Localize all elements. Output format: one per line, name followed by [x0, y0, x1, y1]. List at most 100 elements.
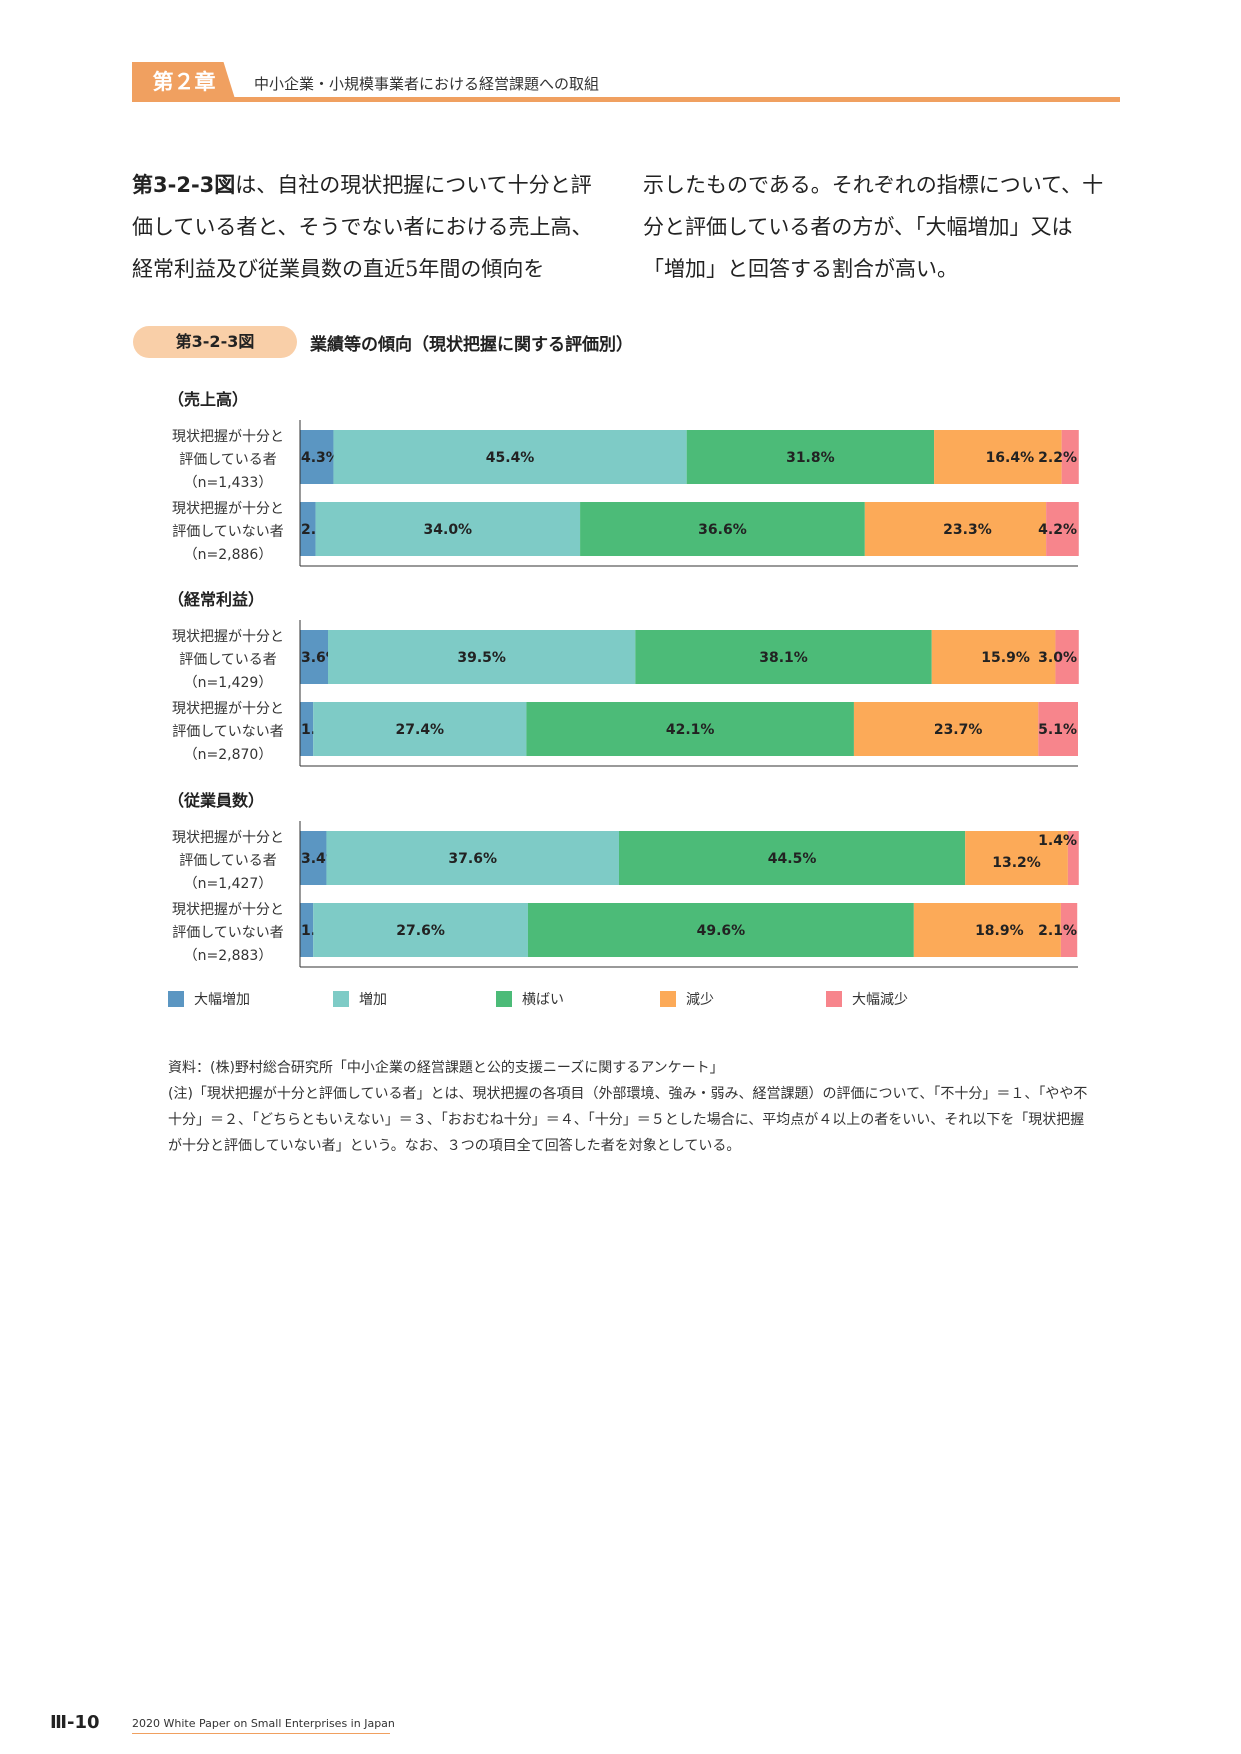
- bar-segment-decrease: [931, 630, 1056, 684]
- bar-segment-large-decrease: [1046, 502, 1079, 556]
- figure-reference: 第3-2-3図: [132, 173, 236, 197]
- data-label: 4.3%: [301, 450, 340, 466]
- legend-item-increase: 増加: [333, 989, 387, 1009]
- header-rule: [132, 97, 1120, 102]
- bar-segment-large-decrease: [1055, 630, 1079, 684]
- bar-segment-large-increase: [300, 903, 314, 957]
- figure-notes: 資料：(株)野村総合研究所「中小企業の経営課題と公的支援ニーズに関するアンケート…: [168, 1055, 1088, 1159]
- bar-segment-large-increase: [300, 702, 314, 756]
- bar-segment-increase: [333, 430, 687, 484]
- legend-item-large-decrease: 大幅減少: [826, 989, 908, 1009]
- data-label: 1.4%: [1038, 833, 1077, 849]
- bar-segment-flat: [526, 702, 854, 756]
- row-label-line: （n=2,870）: [183, 747, 273, 763]
- bar-segment-decrease: [965, 831, 1068, 885]
- legend-item-decrease: 減少: [660, 989, 714, 1009]
- row-label: 現状把握が十分と 評価している者 （n=1,433）: [163, 426, 293, 495]
- row-label-line: （n=1,433）: [183, 475, 273, 491]
- row-label-line: 現状把握が十分と: [172, 629, 284, 645]
- bar-segment-large-increase: [300, 430, 334, 484]
- data-label: 18.9%: [975, 923, 1024, 939]
- bar-segment-increase: [315, 502, 581, 556]
- row-label: 現状把握が十分と 評価していない者 （n=2,883）: [163, 899, 293, 968]
- data-label: 23.7%: [934, 722, 983, 738]
- legend-label: 増加: [359, 992, 387, 1008]
- bar-segment-large-decrease: [1061, 430, 1079, 484]
- legend-label: 減少: [686, 992, 714, 1008]
- bar-segment-large-increase: [300, 630, 329, 684]
- bar-segment-increase: [328, 630, 636, 684]
- body-text-left-content: は、自社の現状把握について十分と評価している者と、そうでない者における売上高、経…: [132, 173, 593, 281]
- row-label-line: 現状把握が十分と: [172, 501, 284, 517]
- definition-note: (注)「現状把握が十分と評価している者」とは、現状把握の各項目（外部環境、強み・…: [168, 1086, 1088, 1154]
- bar-segment-flat: [580, 502, 865, 556]
- bar-segment-decrease: [934, 430, 1062, 484]
- row-label-line: （n=1,427）: [183, 876, 273, 892]
- data-label: 34.0%: [424, 522, 473, 538]
- bar-segment-flat: [618, 831, 966, 885]
- data-label: 3.0%: [1038, 650, 1077, 666]
- legend-swatch: [496, 991, 512, 1007]
- section-title: （経常利益）: [168, 590, 265, 609]
- row-label-line: （n=2,883）: [183, 948, 273, 964]
- row-label-line: 現状把握が十分と: [172, 701, 284, 717]
- body-text-right: 示したものである。それぞれの指標について、十分と評価している者の方が、「大幅増加…: [643, 164, 1113, 290]
- data-label: 37.6%: [448, 851, 497, 867]
- row-label-line: 評価している者: [179, 853, 277, 869]
- bar-segment-large-decrease: [1038, 702, 1078, 756]
- data-label: 23.3%: [943, 522, 992, 538]
- body-text-left: 第3-2-3図は、自社の現状把握について十分と評価している者と、そうでない者にお…: [132, 164, 602, 290]
- section-title: （従業員数）: [168, 791, 265, 810]
- legend-swatch: [660, 991, 676, 1007]
- row-label-line: （n=2,886）: [183, 547, 273, 563]
- bar-segment-increase: [313, 903, 528, 957]
- stacked-bar-chart: 4.3%45.4%31.8%16.4%2.2%2.0%34.0%36.6%23.…: [299, 420, 1079, 968]
- data-label: 31.8%: [786, 450, 835, 466]
- data-label: 16.4%: [986, 450, 1035, 466]
- bar-segment-large-decrease: [1060, 903, 1078, 957]
- data-label: 4.2%: [1038, 522, 1077, 538]
- data-label: 42.1%: [666, 722, 715, 738]
- bar-segment-decrease: [913, 903, 1061, 957]
- data-label: 2.1%: [1038, 923, 1077, 939]
- footer-publication: 2020 White Paper on Small Enterprises in…: [132, 1717, 395, 1730]
- row-label: 現状把握が十分と 評価している者 （n=1,429）: [163, 626, 293, 695]
- bar-segment-flat: [686, 430, 935, 484]
- page-number: Ⅲ-10: [50, 1712, 100, 1733]
- chapter-tab: 第２章: [132, 62, 236, 102]
- bar-segment-increase: [326, 831, 619, 885]
- row-label-line: 評価している者: [179, 452, 277, 468]
- data-label: 27.4%: [396, 722, 445, 738]
- section-title: （売上高）: [168, 390, 249, 409]
- figure-title: 業績等の傾向（現状把握に関する評価別）: [310, 335, 633, 355]
- data-label: 38.1%: [759, 650, 808, 666]
- row-label-line: 現状把握が十分と: [172, 902, 284, 918]
- bar-segment-flat: [635, 630, 932, 684]
- row-label-line: 現状把握が十分と: [172, 830, 284, 846]
- bar-segment-decrease: [853, 702, 1039, 756]
- data-label: 49.6%: [697, 923, 746, 939]
- row-label: 現状把握が十分と 評価していない者 （n=2,886）: [163, 498, 293, 567]
- row-label-line: 評価していない者: [172, 524, 284, 540]
- data-label: 15.9%: [981, 650, 1030, 666]
- legend-swatch: [826, 991, 842, 1007]
- row-label-line: 評価していない者: [172, 925, 284, 941]
- row-label: 現状把握が十分と 評価している者 （n=1,427）: [163, 827, 293, 896]
- data-label: 5.1%: [1038, 722, 1077, 738]
- row-label-line: 評価していない者: [172, 724, 284, 740]
- legend-item-flat: 横ばい: [496, 989, 564, 1009]
- bar-segment-large-increase: [300, 502, 316, 556]
- row-label-line: （n=1,429）: [183, 675, 273, 691]
- data-label: 13.2%: [992, 855, 1041, 871]
- bar-segment-large-increase: [300, 831, 327, 885]
- chapter-title: 中小企業・小規模事業者における経営課題への取組: [254, 75, 600, 93]
- data-label: 2.2%: [1038, 450, 1077, 466]
- body-text-right-content: 示したものである。それぞれの指標について、十分と評価している者の方が、「大幅増加…: [643, 173, 1104, 281]
- bar-segment-flat: [527, 903, 914, 957]
- row-label-line: 評価している者: [179, 652, 277, 668]
- footer-rule: [132, 1733, 390, 1734]
- bar-segment-decrease: [864, 502, 1047, 556]
- legend-swatch: [168, 991, 184, 1007]
- legend-label: 大幅減少: [852, 992, 908, 1008]
- legend-swatch: [333, 991, 349, 1007]
